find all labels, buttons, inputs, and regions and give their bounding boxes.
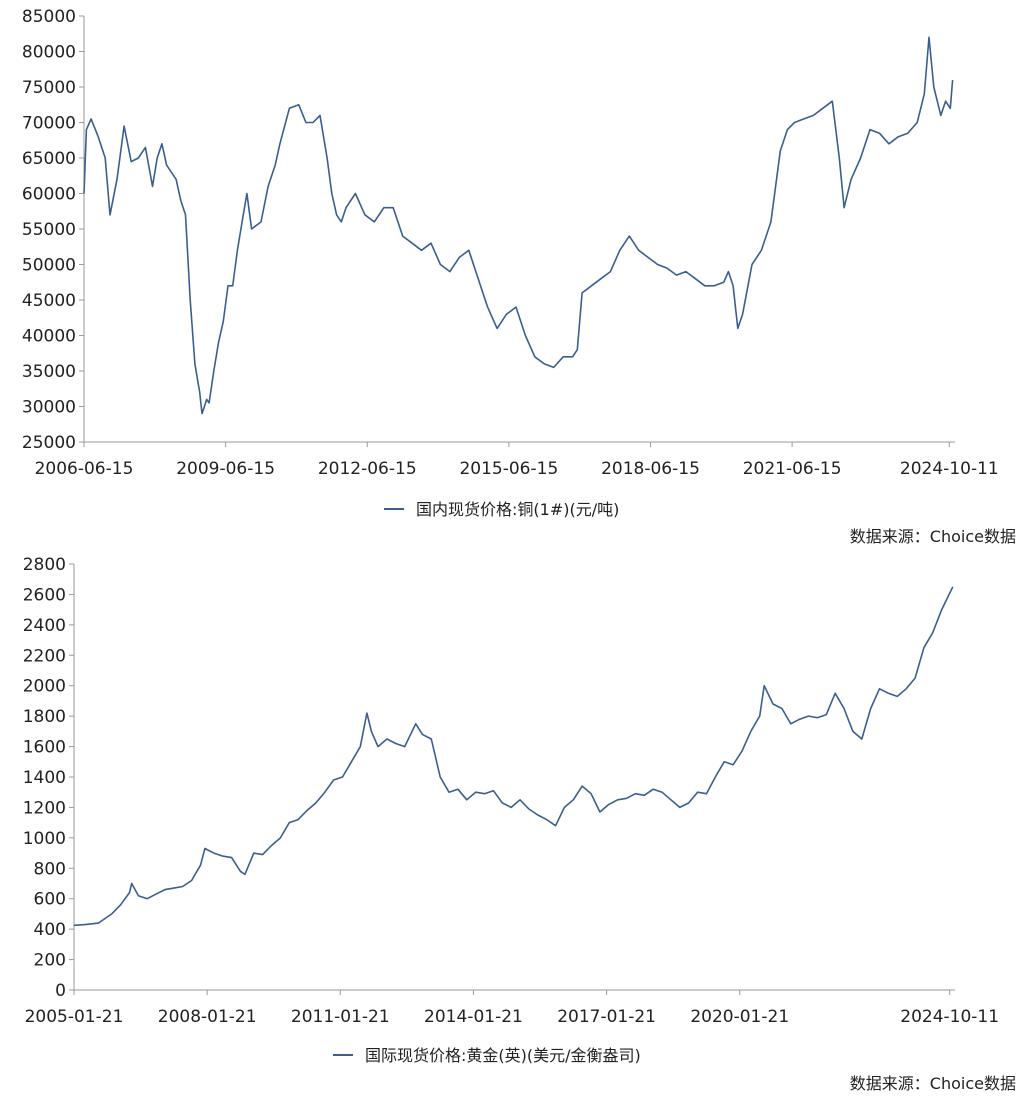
y-tick-label: 65000 xyxy=(22,149,76,169)
x-tick-label: 2005-01-21 xyxy=(25,1007,124,1027)
y-tick-label: 2000 xyxy=(23,677,66,697)
y-tick-labels: 25000 30000 35000 40000 45000 50000 55000 60000… xyxy=(22,7,84,453)
gold-chart-panel: 0 200 400 600 800 1000 1200 1400 1600 1800 2000 220… xyxy=(0,552,1022,1103)
y-tick-label: 25000 xyxy=(22,433,76,453)
x-tick-labels: 2005-01-21 2008-01-21 2011-01-21 2014-01-21… xyxy=(25,990,999,1027)
x-tick-label: 2024-10-11 xyxy=(900,1007,999,1027)
y-tick-label: 600 xyxy=(34,890,66,910)
x-tick-label: 2017-01-21 xyxy=(557,1007,656,1027)
legend: 国内现货价格:铜(1#)(元/吨) xyxy=(384,500,619,519)
gold-chart: 0 200 400 600 800 1000 1200 1400 1600 1800 2000 220… xyxy=(23,555,1016,1093)
y-tick-label: 2200 xyxy=(23,646,66,666)
x-tick-label: 2006-06-15 xyxy=(35,459,134,479)
x-tick-label: 2008-01-21 xyxy=(158,1007,257,1027)
y-tick-label: 55000 xyxy=(22,220,76,240)
y-tick-labels: 0 200 400 600 800 1000 1200 1400 1600 1800 2000 220… xyxy=(23,555,74,1001)
x-tick-label: 2014-01-21 xyxy=(424,1007,523,1027)
copper-chart: 25000 30000 35000 40000 45000 50000 55000 60000… xyxy=(22,7,1016,546)
x-tick-label: 2011-01-21 xyxy=(291,1007,390,1027)
source-note: 数据来源：Choice数据 xyxy=(850,1074,1016,1093)
y-tick-label: 1400 xyxy=(23,768,66,788)
legend: 国际现货价格:黄金(英)(美元/金衡盎司) xyxy=(333,1046,641,1065)
x-tick-label: 2009-06-15 xyxy=(176,459,275,479)
y-tick-label: 30000 xyxy=(22,398,76,418)
x-tick-label: 2021-06-15 xyxy=(743,459,842,479)
y-tick-label: 45000 xyxy=(22,291,76,311)
copper-chart-panel: 25000 30000 35000 40000 45000 50000 55000 60000… xyxy=(22,7,1016,546)
x-tick-label: 2018-06-15 xyxy=(601,459,700,479)
y-tick-label: 50000 xyxy=(22,256,76,276)
y-tick-label: 80000 xyxy=(22,43,76,63)
legend-label: 国内现货价格:铜(1#)(元/吨) xyxy=(416,500,619,519)
y-tick-label: 70000 xyxy=(22,114,76,134)
source-note: 数据来源：Choice数据 xyxy=(850,527,1016,546)
y-tick-label: 60000 xyxy=(22,185,76,205)
y-tick-label: 85000 xyxy=(22,7,76,27)
y-tick-label: 75000 xyxy=(22,78,76,98)
y-tick-label: 1600 xyxy=(23,738,66,758)
x-tick-label: 2012-06-15 xyxy=(318,459,417,479)
y-tick-label: 2800 xyxy=(23,555,66,575)
x-tick-label: 2020-01-21 xyxy=(690,1007,789,1027)
series-lines xyxy=(83,36,954,415)
x-tick-labels: 2006-06-15 2009-06-15 2012-06-15 2015-06-15… xyxy=(35,442,999,479)
y-tick-label: 200 xyxy=(34,951,66,971)
y-tick-label: 1800 xyxy=(23,707,66,727)
series-line xyxy=(83,36,954,415)
y-tick-label: 35000 xyxy=(22,362,76,382)
y-tick-label: 2600 xyxy=(23,585,66,605)
series-line xyxy=(73,586,954,927)
y-tick-label: 40000 xyxy=(22,327,76,347)
y-tick-label: 2400 xyxy=(23,616,66,636)
y-tick-label: 1200 xyxy=(23,798,66,818)
y-tick-label: 800 xyxy=(34,859,66,879)
y-tick-label: 0 xyxy=(55,981,66,1001)
legend-label: 国际现货价格:黄金(英)(美元/金衡盎司) xyxy=(365,1046,641,1065)
y-tick-label: 1000 xyxy=(23,829,66,849)
x-tick-label: 2024-10-11 xyxy=(900,459,999,479)
x-tick-label: 2015-06-15 xyxy=(459,459,558,479)
y-tick-label: 400 xyxy=(34,920,66,940)
series-lines xyxy=(73,586,954,927)
